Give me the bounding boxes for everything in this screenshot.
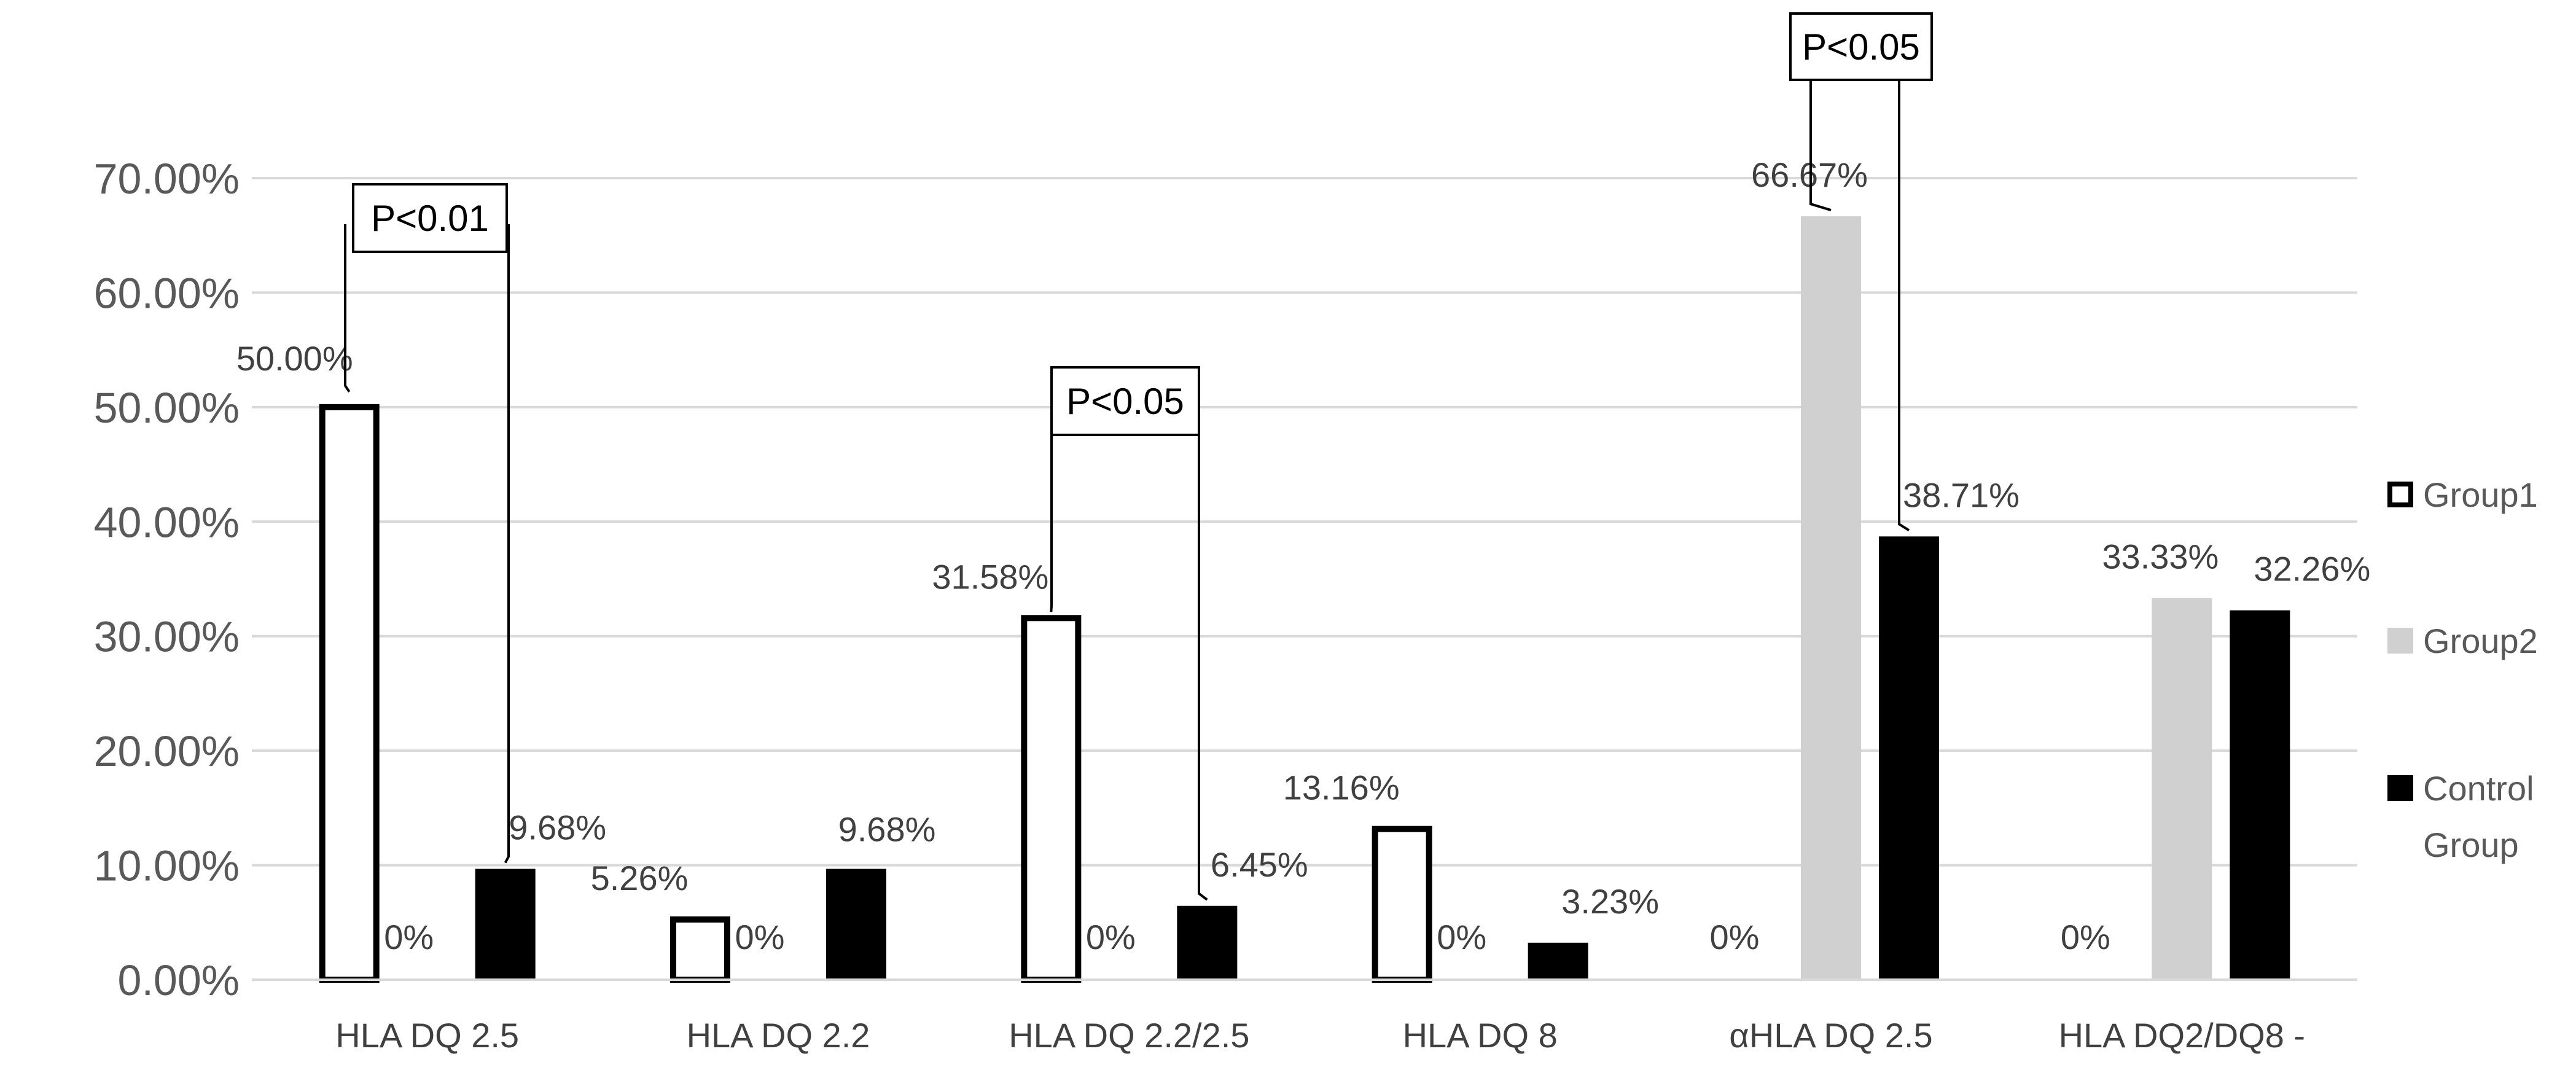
- significance-label: P<0.01: [371, 198, 489, 239]
- data-label: 0%: [1086, 918, 1136, 956]
- category-label: αHLA DQ 2.5: [1729, 1016, 1932, 1055]
- legend-label: Group1: [2423, 475, 2538, 514]
- category-label: HLA DQ 8: [1403, 1016, 1558, 1055]
- bar: [2230, 610, 2290, 980]
- y-axis: 0.00% 10.00% 20.00% 30.00% 40.00% 50.00% 60.00…: [94, 155, 240, 1004]
- bracket-line: [504, 224, 510, 864]
- significance-box: [1789, 12, 1933, 81]
- data-label: 31.58%: [932, 557, 1048, 596]
- category-label: HLA DQ2/DQ8 -: [2059, 1016, 2305, 1055]
- bar: [1528, 942, 1588, 980]
- significance-label: P<0.05: [1802, 26, 1920, 68]
- data-label: 0%: [1437, 918, 1486, 956]
- bar: [1879, 536, 1939, 980]
- legend-label: Group2: [2423, 622, 2538, 660]
- data-label: 38.71%: [1903, 475, 2020, 514]
- y-tick-label: 20.00%: [94, 727, 240, 775]
- y-tick-label: 70.00%: [94, 155, 240, 203]
- gridlines: [252, 177, 2357, 867]
- category-label: HLA DQ 2.5: [335, 1016, 519, 1055]
- data-label: 3.23%: [1561, 882, 1659, 921]
- data-label: 32.26%: [2254, 550, 2370, 588]
- data-label: 6.45%: [1211, 845, 1308, 884]
- bar: [475, 869, 536, 980]
- legend-label: Control: [2423, 769, 2534, 808]
- data-label: 33.33%: [2102, 537, 2219, 576]
- bracket-line: [1809, 47, 1832, 211]
- data-label: 5.26%: [591, 859, 689, 897]
- bracket-line: [344, 224, 351, 392]
- y-tick-label: 0.00%: [118, 956, 240, 1004]
- data-label: 0%: [2061, 918, 2110, 956]
- data-label: 50.00%: [236, 339, 353, 378]
- bar: [1021, 615, 1082, 983]
- data-labels: 50.00%5.26%31.58%13.16%0% 0%0% 0% 0% 0%66.67…: [236, 155, 2371, 956]
- bar: [319, 404, 380, 983]
- data-label: 0%: [735, 918, 785, 956]
- data-label: 13.16%: [1283, 768, 1400, 807]
- y-tick-label: 60.00%: [94, 269, 240, 317]
- category-label: HLA DQ 2.2/2.5: [1009, 1016, 1249, 1055]
- y-tick-label: 50.00%: [94, 384, 240, 432]
- legend-label: Group: [2423, 826, 2519, 864]
- data-label: 9.68%: [509, 808, 606, 847]
- data-label: 0%: [1710, 918, 1760, 956]
- bar: [1801, 216, 1861, 980]
- data-label: 9.68%: [838, 810, 936, 849]
- data-label: 0%: [384, 918, 434, 956]
- bracket-line: [1050, 401, 1053, 612]
- bar: [1372, 826, 1432, 983]
- bar: [1177, 905, 1238, 980]
- legend-swatch: [2387, 482, 2413, 507]
- significance-annotations: P<0.01 P<0.05 P<0.05: [344, 12, 1933, 901]
- category-label: HLA DQ 2.2: [687, 1016, 870, 1055]
- x-axis: HLA DQ 2.5 HLA DQ 2.2 HLA DQ 2.2/2.5 HLA DQ…: [252, 978, 2357, 1055]
- significance-label: P<0.05: [1066, 381, 1184, 422]
- y-tick-label: 40.00%: [94, 498, 240, 546]
- bar: [2152, 598, 2212, 980]
- y-tick-label: 30.00%: [94, 613, 240, 661]
- significance-box: [352, 183, 508, 253]
- legend-swatch: [2387, 628, 2413, 654]
- bracket-line: [1898, 47, 1910, 532]
- significance-box: [1050, 366, 1200, 436]
- bar: [670, 916, 730, 983]
- legend: Group1 Group2 Control Group: [2387, 475, 2538, 864]
- bar: [826, 869, 886, 980]
- y-tick-label: 10.00%: [94, 842, 240, 890]
- bracket-line: [1198, 401, 1208, 901]
- legend-swatch: [2387, 775, 2413, 801]
